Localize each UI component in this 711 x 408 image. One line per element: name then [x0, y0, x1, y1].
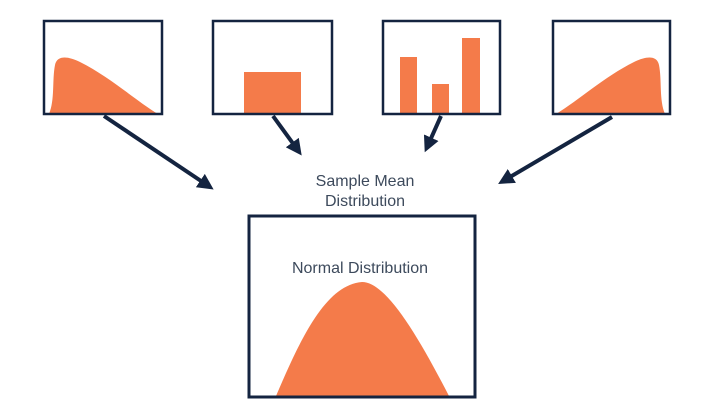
- normal-distribution-title: Normal Distribution: [291, 260, 429, 277]
- source-box-left-skewed: [551, 19, 672, 116]
- right-skewed-shape: [49, 57, 158, 114]
- arrow: [271, 114, 302, 156]
- bar: [462, 38, 480, 114]
- source-box-discrete: [381, 19, 502, 116]
- arrows: [102, 114, 614, 190]
- bar: [400, 57, 417, 114]
- arrow: [498, 115, 614, 185]
- result-box: [247, 214, 477, 399]
- bell-curve-shape: [276, 282, 449, 396]
- label-line: Distribution: [324, 193, 406, 210]
- uniform-shape: [244, 72, 301, 114]
- sample-mean-label: Sample Mean Distribution: [290, 172, 440, 212]
- label-line: Sample Mean: [315, 173, 415, 190]
- source-box-uniform: [211, 19, 334, 116]
- bar: [432, 84, 449, 114]
- source-box-right-skewed: [42, 19, 164, 116]
- left-skewed-shape: [556, 57, 665, 114]
- arrow: [102, 114, 214, 190]
- arrow: [423, 115, 443, 153]
